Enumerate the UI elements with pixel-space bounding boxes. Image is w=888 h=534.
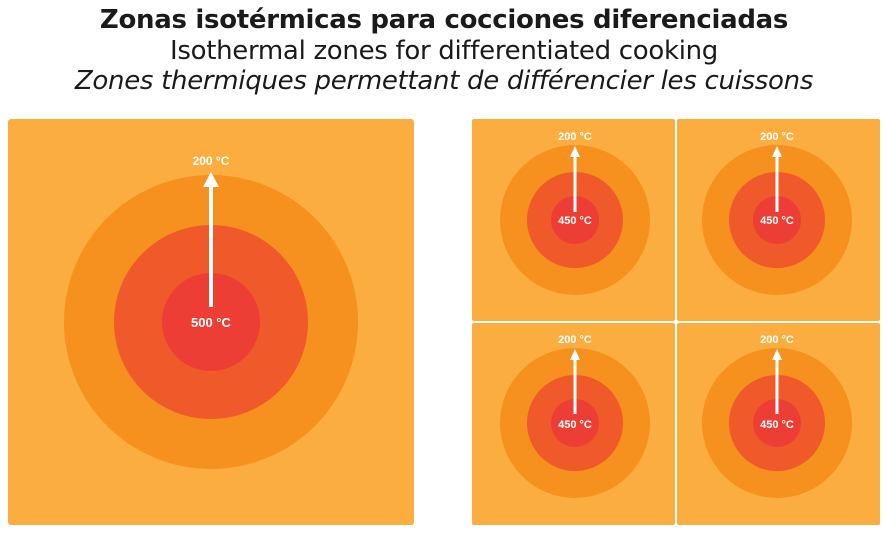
small-center-temp: 450 °C [760,419,794,431]
small-plate-2: 200 °C 450 °C [677,119,880,321]
small-zone-core [551,399,599,447]
small-zone-core [753,196,801,244]
large-arrow-head [203,172,219,187]
small-center-temp: 450 °C [558,215,592,227]
small-center-temp: 450 °C [558,419,592,431]
small-plate-3: 200 °C 450 °C [472,323,675,525]
small-zone-core [753,399,801,447]
title-french: Zones thermiques permettant de différenc… [74,66,814,96]
large-center-temp: 500 °C [191,315,232,330]
small-outer-temp: 200 °C [760,334,794,346]
small-arrow-head [772,146,782,157]
small-plate-1: 200 °C 450 °C [472,119,675,321]
title-english: Isothermal zones for differentiated cook… [169,36,719,66]
small-arrow-head [570,146,580,157]
small-plate-4: 200 °C 450 °C [677,323,880,525]
small-arrow-head [772,349,782,360]
small-arrow-head [570,349,580,360]
small-zone-core [551,196,599,244]
title-block: Zonas isotérmicas para cocciones diferen… [0,4,888,96]
small-center-temp: 450 °C [760,215,794,227]
large-outer-temp: 200 °C [193,154,230,168]
small-outer-temp: 200 °C [760,131,794,143]
small-outer-temp: 200 °C [558,131,592,143]
large-plate: 200 °C 500 °C [8,119,414,525]
large-zone-core [162,273,260,371]
title-spanish: Zonas isotérmicas para cocciones diferen… [99,5,789,35]
small-outer-temp: 200 °C [558,334,592,346]
